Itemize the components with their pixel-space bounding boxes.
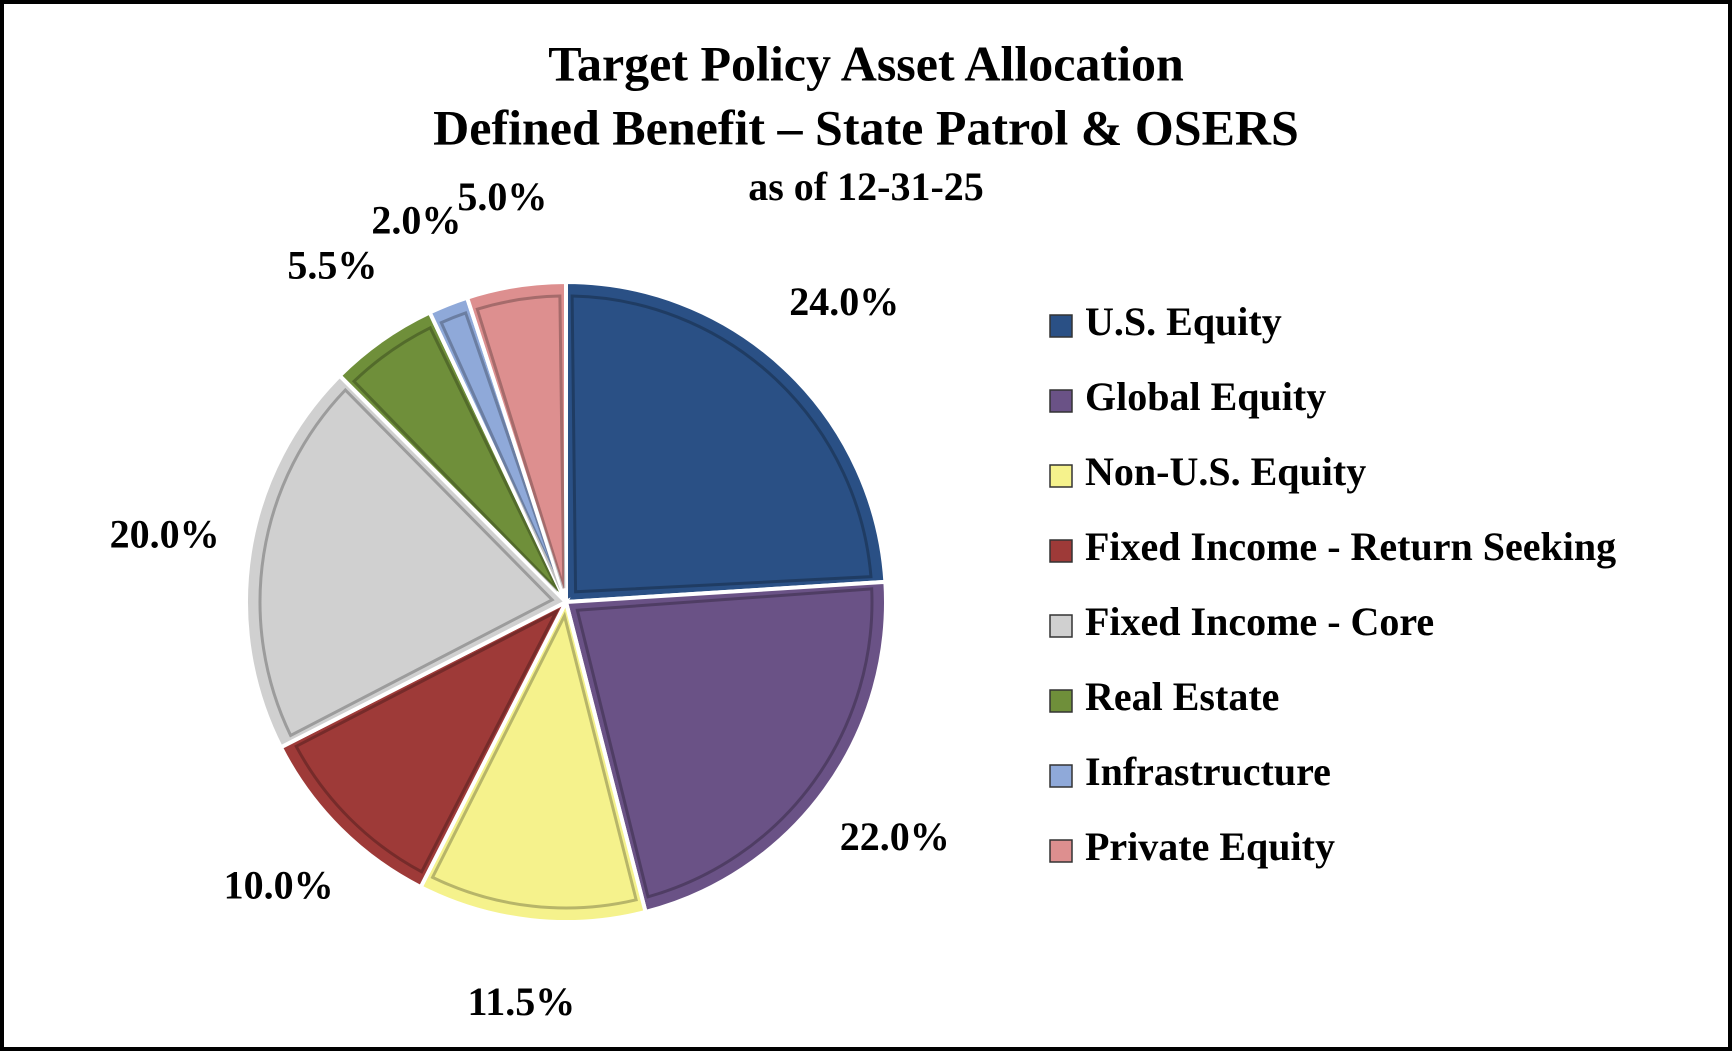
- data-label: 2.0%: [371, 197, 461, 242]
- data-label: 5.0%: [457, 174, 547, 219]
- legend-swatch: [1049, 314, 1073, 338]
- data-label: 24.0%: [789, 279, 899, 324]
- legend-label: Infrastructure: [1085, 749, 1331, 794]
- chart-subtitle: Defined Benefit – State Patrol & OSERS: [433, 99, 1299, 155]
- legend-swatch: [1049, 689, 1073, 713]
- legend-label: Fixed Income - Core: [1085, 599, 1434, 644]
- data-label: 10.0%: [224, 863, 334, 908]
- slice-bevel: [439, 311, 563, 590]
- legend-label: U.S. Equity: [1085, 299, 1282, 344]
- legend-swatch: [1049, 539, 1073, 563]
- pie-slice: [564, 279, 888, 605]
- legend-label: Global Equity: [1085, 374, 1326, 419]
- legend-swatch: [1049, 839, 1073, 863]
- legend-label: Non-U.S. Equity: [1085, 449, 1366, 494]
- chart-title: Target Policy Asset Allocation: [548, 35, 1184, 91]
- legend-label: Real Estate: [1085, 674, 1279, 719]
- slice-bevel: [570, 294, 873, 594]
- slice-bevel: [258, 387, 555, 738]
- slice-bevel: [294, 608, 560, 874]
- legend-swatch: [1049, 764, 1073, 788]
- pie-slice: [464, 279, 568, 603]
- pie-slice: [563, 579, 888, 915]
- pie-slice: [418, 596, 649, 924]
- legend-swatch: [1049, 614, 1073, 638]
- slice-bevel: [351, 325, 560, 592]
- data-label: 22.0%: [840, 814, 950, 859]
- legend-swatch: [1049, 464, 1073, 488]
- pie-slice: [244, 372, 570, 750]
- legend-label: Private Equity: [1085, 824, 1335, 869]
- data-label: 20.0%: [110, 512, 220, 557]
- chart-note: as of 12-31-25: [748, 164, 984, 209]
- slice-bevel: [475, 294, 566, 589]
- legend-label: Fixed Income - Return Seeking: [1085, 524, 1616, 569]
- legend-swatch: [1049, 389, 1073, 413]
- slice-bevel: [430, 611, 638, 910]
- data-label: 5.5%: [287, 243, 377, 288]
- slice-bevel: [575, 587, 874, 899]
- pie-slice: [278, 597, 571, 890]
- data-label: 11.5%: [468, 979, 576, 1024]
